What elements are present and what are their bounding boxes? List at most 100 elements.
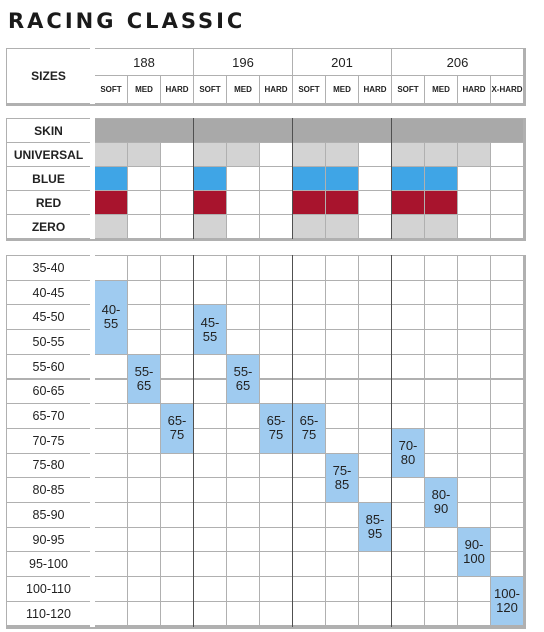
group-divider	[292, 255, 293, 627]
recommended-range: 40- 55	[95, 280, 127, 354]
weight-cell-empty	[392, 478, 424, 502]
weight-cell-empty	[128, 330, 160, 354]
weight-cell-empty	[260, 601, 292, 626]
flex-header: HARD	[161, 76, 193, 103]
weight-cell-empty	[359, 404, 391, 428]
ski-size-header: 201	[293, 49, 391, 75]
weight-cell-empty	[227, 330, 259, 354]
weight-cell-empty	[260, 256, 292, 280]
weight-cell-empty	[128, 552, 160, 577]
weight-cell-empty	[128, 478, 160, 502]
wax-cell-empty	[458, 191, 490, 214]
recommended-range: 90- 100	[458, 527, 490, 577]
wax-label: SKIN	[7, 119, 90, 142]
weight-cell-empty	[260, 478, 292, 502]
weight-cell-empty	[392, 601, 424, 626]
weight-cell-empty	[227, 428, 259, 453]
weight-cell-empty	[227, 503, 259, 527]
wax-cell-filled	[326, 143, 358, 166]
wax-cell-filled	[293, 167, 325, 190]
weight-range-label: 50-55	[7, 330, 90, 354]
wax-cell-empty	[359, 167, 391, 190]
weight-cell-empty	[227, 305, 259, 330]
weight-cell-empty	[425, 601, 457, 626]
weight-cell-empty	[458, 601, 490, 626]
wax-cell-filled	[95, 215, 127, 238]
weight-cell-empty	[392, 379, 424, 404]
weight-cell-empty	[293, 503, 325, 527]
wax-cell-filled	[194, 167, 226, 190]
weight-cell-empty	[260, 280, 292, 305]
weight-cell-empty	[260, 552, 292, 577]
group-divider	[391, 255, 392, 627]
weight-cell-empty	[326, 577, 358, 601]
weight-cell-empty	[326, 527, 358, 552]
weight-cell-empty	[359, 354, 391, 379]
weight-cell-empty	[128, 453, 160, 478]
weight-cell-empty	[392, 527, 424, 552]
weight-cell-empty	[161, 354, 193, 379]
weight-cell-empty	[128, 404, 160, 428]
weight-cell-empty	[194, 256, 226, 280]
weight-cell-empty	[392, 280, 424, 305]
wax-cell-filled	[194, 119, 227, 142]
weight-cell-empty	[326, 503, 358, 527]
weight-cell-empty	[425, 428, 457, 453]
recommended-range: 45- 55	[194, 305, 226, 354]
wax-cell-filled	[128, 143, 160, 166]
wax-cell-empty	[260, 191, 292, 214]
weight-cell-empty	[425, 379, 457, 404]
group-divider	[193, 118, 194, 239]
weight-cell-empty	[359, 601, 391, 626]
weight-cell-empty	[161, 478, 193, 502]
ski-size-header: 196	[194, 49, 292, 75]
weight-cell-empty	[491, 330, 523, 354]
wax-cell-filled	[392, 119, 425, 142]
weight-cell-empty	[194, 404, 226, 428]
wax-cell-filled	[227, 119, 260, 142]
wax-cell-filled	[128, 119, 161, 142]
wax-label: RED	[7, 191, 90, 214]
weight-range-label: 45-50	[7, 305, 90, 330]
weight-cell-empty	[425, 354, 457, 379]
weight-cell-empty	[425, 577, 457, 601]
recommended-range: 75- 85	[326, 453, 358, 502]
wax-cell-empty	[359, 143, 391, 166]
weight-cell-empty	[293, 527, 325, 552]
wax-cell-empty	[359, 215, 391, 238]
weight-cell-empty	[95, 478, 127, 502]
wax-cell-filled	[359, 119, 391, 142]
wax-cell-filled	[326, 215, 358, 238]
weight-cell-empty	[458, 280, 490, 305]
weight-cell-empty	[194, 478, 226, 502]
recommended-range: 55- 65	[227, 354, 259, 404]
weight-cell-empty	[227, 478, 259, 502]
weight-cell-empty	[293, 379, 325, 404]
sizes-label: SIZES	[7, 49, 90, 103]
group-divider	[193, 255, 194, 627]
weight-cell-empty	[458, 379, 490, 404]
weight-cell-empty	[95, 453, 127, 478]
flex-header: X-HARD	[491, 76, 523, 103]
wax-cell-empty	[128, 167, 160, 190]
weight-cell-empty	[458, 453, 490, 478]
wax-label: BLUE	[7, 167, 90, 190]
wax-cell-filled	[425, 215, 457, 238]
weight-range-label: 60-65	[7, 379, 90, 404]
weight-range-label: 100-110	[7, 577, 90, 601]
weight-cell-empty	[227, 453, 259, 478]
wax-cell-filled	[293, 215, 325, 238]
weight-cell-empty	[293, 280, 325, 305]
weight-cell-empty	[260, 379, 292, 404]
weight-cell-empty	[95, 503, 127, 527]
weight-cell-empty	[425, 330, 457, 354]
weight-cell-empty	[161, 552, 193, 577]
weight-cell-empty	[227, 280, 259, 305]
weight-cell-empty	[194, 354, 226, 379]
flex-header: SOFT	[194, 76, 226, 103]
weight-cell-empty	[95, 404, 127, 428]
weight-cell-empty	[293, 256, 325, 280]
weight-cell-empty	[392, 404, 424, 428]
weight-cell-empty	[458, 305, 490, 330]
wax-cell-filled	[161, 119, 193, 142]
